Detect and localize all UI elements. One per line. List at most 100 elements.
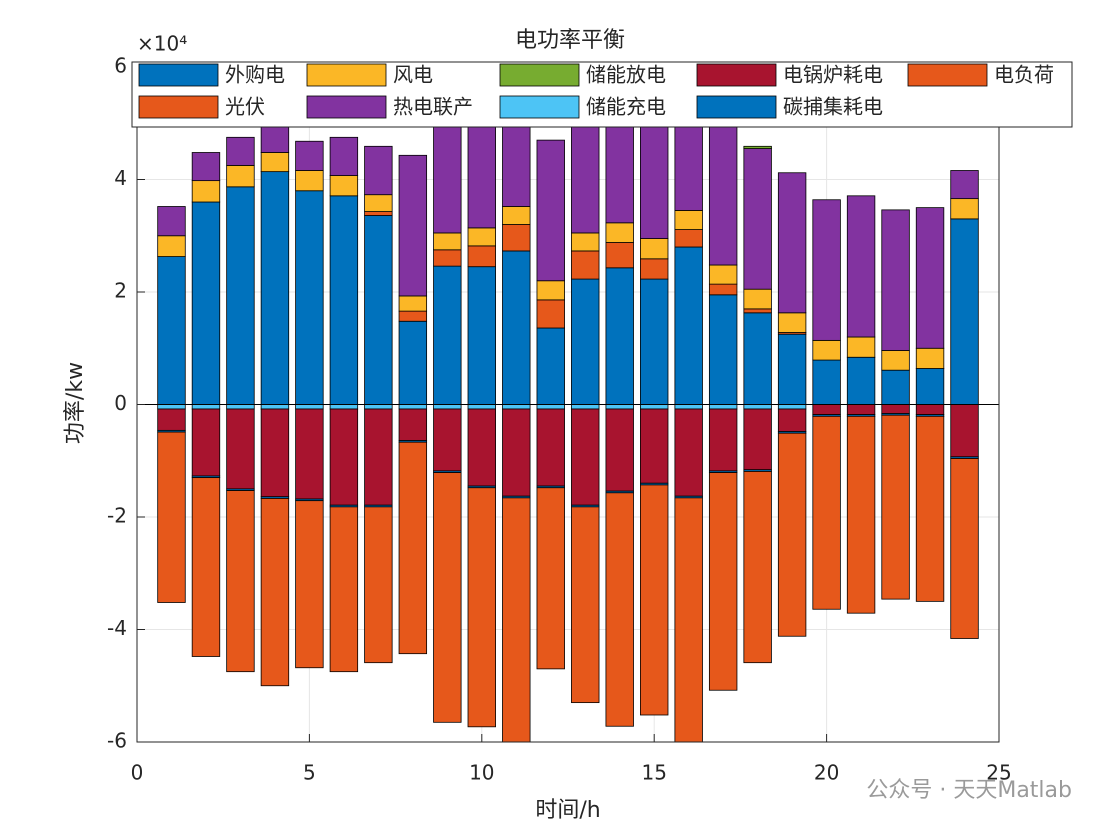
bar-segment [812,359,841,405]
bar-segment [674,497,703,742]
y-tick-label: 0 [114,391,127,415]
y-tick-label: 4 [114,166,127,190]
bar-segment [640,404,669,410]
bar-segment [260,408,290,498]
bar-segment [777,172,807,314]
bar-segment [777,432,807,637]
bar-segment [226,186,255,405]
bar-segment [536,408,565,487]
y-tick-label: -6 [107,729,127,753]
bar-segment [157,256,186,405]
legend-swatch [499,95,580,119]
bar-segment [881,350,910,371]
bar-segment [743,404,772,410]
bar-segment [467,245,496,268]
bar-segment [777,312,807,333]
bar-segment [674,229,703,248]
legend-label: 电锅炉耗电 [783,63,883,87]
bar-segment [329,136,359,176]
bar-segment [260,152,290,173]
bar-segment [191,201,221,405]
bar-segment [881,414,910,600]
bar-segment [329,408,359,506]
x-tick-label: 15 [641,761,666,785]
bar-segment [398,295,428,312]
bar-segment [329,506,359,673]
bar-segment [398,320,428,405]
bar-segment [640,258,669,280]
legend-swatch [696,63,777,87]
y-exponent: ×10⁴ [137,32,187,56]
bar-segment [915,404,945,416]
bar-segment [640,408,669,484]
axes: -6 -4 -2 0 2 4 6 0 5 10 15 20 25 [107,54,1012,785]
x-tick-label: 5 [303,761,316,785]
bar-segment [295,404,324,410]
bar-segment [226,404,255,410]
bar-segment [743,148,772,290]
legend-label: 电负荷 [994,63,1054,87]
bar-segment [708,283,738,296]
bar-segment [777,404,807,410]
bar-segment [191,408,221,477]
y-axis-label: 功率/kw [63,362,88,444]
bar-segment [467,227,496,247]
x-tick-label: 10 [469,761,494,785]
bar-segment [157,408,186,431]
bar-segment [915,207,945,349]
legend-swatch [306,95,387,119]
bar-segment [398,154,428,297]
bar-segment [674,246,703,405]
bar-segment [812,339,841,361]
bar-segment [260,171,290,405]
bar-segment [260,404,290,410]
bar-segment [536,404,565,410]
bar-segment [398,408,428,441]
bar-segment [433,232,462,251]
bar-segment [605,404,634,410]
x-tick-label: 25 [986,761,1011,785]
legend-swatch [696,95,777,119]
bar-segment [915,415,945,602]
bar-segment [846,415,876,614]
bar-segment [915,368,945,405]
legend-swatch [138,63,219,87]
x-tick-label: 20 [814,761,839,785]
bar-segment [536,487,565,670]
bar-segment [605,242,634,269]
bar-segment [950,170,979,200]
bar-segment [157,206,186,237]
bar-segment [226,408,255,490]
bar-segment [467,404,496,410]
bar-segment [571,506,600,704]
bar-segment [571,278,600,405]
bar-segment [536,280,565,301]
bar-segment [329,404,359,410]
bar-segment [812,415,841,610]
bar-segment [950,404,979,458]
bar-segment [605,408,634,492]
bar-segment [433,404,462,410]
bar-segment [364,194,393,212]
bar-segment [846,356,876,405]
bar-segment [812,199,841,341]
bar-segment [226,136,255,166]
bar-segment [708,294,738,405]
bar-segment [708,404,738,410]
bar-segment [226,165,255,188]
y-tick-label: -2 [107,504,127,528]
bar-segment [329,195,359,405]
bar-segment [295,170,324,192]
bar-segment [605,222,634,243]
bar-segment [605,492,634,727]
bar-segment [881,404,910,414]
chart-title: 电功率平衡 [515,28,625,53]
bar-segment [398,310,428,322]
bar-segment [743,312,772,405]
bar-segment [674,408,703,497]
bar-segment [812,404,841,416]
bar-segment [640,484,669,716]
y-tick-label: 6 [114,54,127,78]
bar-segment [260,498,290,687]
bar-segment [502,224,531,252]
